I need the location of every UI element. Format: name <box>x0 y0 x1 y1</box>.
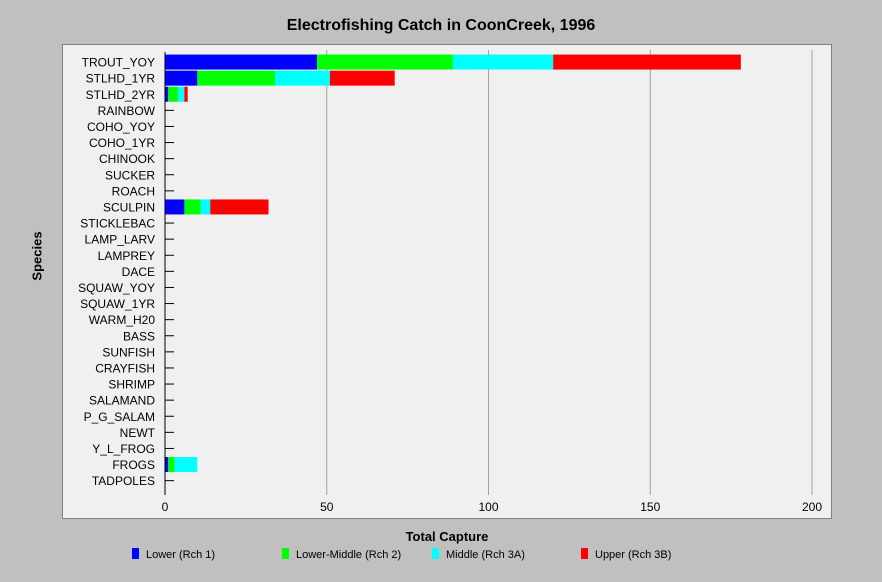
y-tick-label: LAMP_LARV <box>85 233 155 247</box>
legend-label: Lower (Rch 1) <box>146 549 216 561</box>
y-tick-label: SCULPIN <box>103 200 155 214</box>
legend-swatch <box>581 548 588 559</box>
y-tick-label: ROACH <box>112 184 155 198</box>
y-tick-label: P_G_SALAM <box>84 410 155 424</box>
legend-swatch <box>282 548 289 559</box>
y-tick-label: TROUT_YOY <box>82 56 155 70</box>
bar-segment <box>210 199 269 215</box>
y-tick-label: SUNFISH <box>102 345 155 359</box>
y-tick-label: FROGS <box>112 458 155 472</box>
x-tick-label: 0 <box>162 500 169 514</box>
chart-title: Electrofishing Catch in CoonCreek, 1996 <box>286 17 596 34</box>
x-axis-title: Total Capture <box>405 529 489 544</box>
plot-area <box>62 44 832 519</box>
legend-swatch <box>432 548 439 559</box>
bar-segment <box>329 70 395 86</box>
bar-segment <box>165 199 185 215</box>
y-tick-label: SHRIMP <box>108 378 155 392</box>
y-tick-label: COHO_1YR <box>89 136 155 150</box>
bar-segment <box>168 86 178 102</box>
y-tick-label: STLHD_2YR <box>86 88 156 102</box>
y-tick-label: BASS <box>123 329 155 343</box>
y-tick-label: TADPOLES <box>92 474 155 488</box>
legend-item: Lower-Middle (Rch 2) <box>282 548 401 561</box>
bar-segment <box>317 54 453 70</box>
x-tick-label: 150 <box>640 500 660 514</box>
y-tick-label: STICKLEBAC <box>80 217 155 231</box>
bar-segment <box>165 457 169 473</box>
y-tick-label: STLHD_1YR <box>86 72 156 86</box>
legend-label: Upper (Rch 3B) <box>595 549 672 561</box>
y-tick-label: COHO_YOY <box>87 120 155 134</box>
y-tick-label: WARM_H20 <box>89 313 156 327</box>
y-tick-label: SQUAW_YOY <box>78 281 155 295</box>
bar-segment <box>177 86 185 102</box>
bar-segment <box>274 70 330 86</box>
x-tick-label: 100 <box>478 500 498 514</box>
bar-segment <box>452 54 554 70</box>
bar-segment <box>184 86 188 102</box>
legend-item: Upper (Rch 3B) <box>581 548 671 561</box>
bar-segment <box>165 86 169 102</box>
y-tick-label: NEWT <box>120 426 156 440</box>
y-tick-label: SALAMAND <box>89 394 155 408</box>
y-tick-label: CHINOOK <box>99 152 155 166</box>
bar-segment <box>197 70 275 86</box>
legend-item: Lower (Rch 1) <box>132 548 215 561</box>
y-tick-label: Y_L_FROG <box>92 442 155 456</box>
bar-segment <box>168 457 175 473</box>
bar-segment <box>184 199 201 215</box>
x-tick-label: 50 <box>320 500 334 514</box>
bar-segment <box>174 457 198 473</box>
legend: Lower (Rch 1) Lower-Middle (Rch 2) Middle … <box>0 548 882 564</box>
legend-label: Middle (Rch 3A) <box>446 549 525 561</box>
bar-segment <box>165 70 198 86</box>
y-tick-label: SUCKER <box>105 168 155 182</box>
legend-swatch <box>132 548 139 559</box>
y-tick-label: CRAYFISH <box>95 361 155 375</box>
chart-canvas: TROUT_YOY STLHD_1YR STLHD_2YR RAINBOW COHO_Y… <box>78 50 822 514</box>
legend-label: Lower-Middle (Rch 2) <box>296 549 402 561</box>
legend-item: Middle (Rch 3A) <box>432 548 525 561</box>
x-tick-label: 200 <box>802 500 822 514</box>
y-tick-label: LAMPREY <box>98 249 155 263</box>
y-tick-label: SQUAW_1YR <box>80 297 155 311</box>
bar-segment <box>165 54 318 70</box>
bar-segment <box>553 54 741 70</box>
y-tick-label: DACE <box>122 265 155 279</box>
bar-segment <box>200 199 211 215</box>
y-tick-label: RAINBOW <box>98 104 156 118</box>
